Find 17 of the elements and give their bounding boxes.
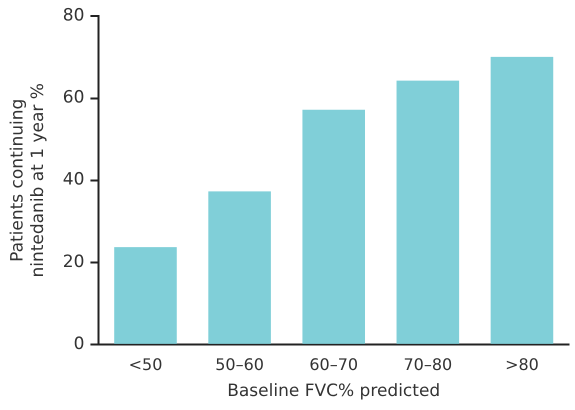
bar xyxy=(114,247,177,344)
y-axis-title: Patients continuing nintedanib at 1 year % xyxy=(8,83,48,278)
x-tick-label: 60–70 xyxy=(309,355,358,374)
bar xyxy=(208,191,271,344)
y-tick-label: 40 xyxy=(62,170,84,190)
x-tick-label: <50 xyxy=(128,355,162,374)
x-tick-label: 50–60 xyxy=(215,355,264,374)
x-tick-label: >80 xyxy=(505,355,539,374)
x-tick-label: 70–80 xyxy=(403,355,452,374)
y-tick-label: 0 xyxy=(74,334,84,354)
y-tick-label: 20 xyxy=(62,252,84,272)
bar xyxy=(302,110,366,344)
y-tick-label: 80 xyxy=(62,6,84,26)
x-axis-title: Baseline FVC% predicted xyxy=(227,381,440,402)
bar xyxy=(490,56,554,344)
y-tick-label: 60 xyxy=(62,88,84,108)
bar xyxy=(396,80,460,344)
